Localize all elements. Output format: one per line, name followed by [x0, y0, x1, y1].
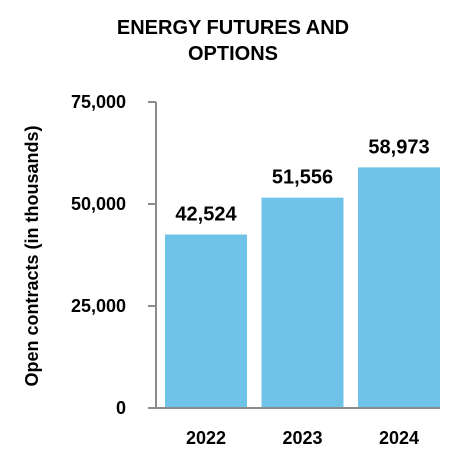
- data-labels: 42,524 51,556 58,973: [175, 136, 429, 225]
- data-label-2024: 58,973: [368, 136, 429, 158]
- x-tick-label-2023: 2023: [282, 428, 322, 448]
- data-label-2022: 42,524: [175, 204, 237, 226]
- chart-title-line-2: OPTIONS: [188, 43, 278, 65]
- chart-title-line-1: ENERGY FUTURES AND: [117, 17, 349, 39]
- y-axis-ticks: 0 25,000 50,000 75,000: [71, 92, 156, 418]
- y-tick-label: 25,000: [71, 296, 126, 316]
- data-label-2023: 51,556: [272, 167, 333, 189]
- y-tick-label: 75,000: [71, 92, 126, 112]
- x-tick-label-2024: 2024: [379, 428, 419, 448]
- bar-2022: [165, 234, 247, 408]
- y-tick-label: 50,000: [71, 194, 126, 214]
- x-axis-tick-labels: 2022 2023 2024: [186, 428, 419, 448]
- y-tick-label: 0: [116, 398, 126, 418]
- bar-2024: [358, 167, 440, 408]
- x-tick-label-2022: 2022: [186, 428, 226, 448]
- bar-2023: [261, 197, 344, 408]
- bars: [165, 167, 440, 408]
- y-axis-label: Open contracts (in thousands): [22, 125, 42, 386]
